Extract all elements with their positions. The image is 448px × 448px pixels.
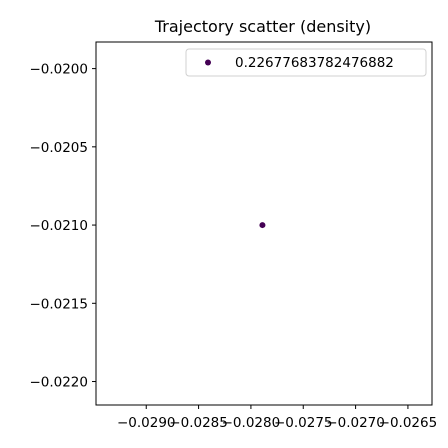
y-tick-label: −0.0205 (29, 140, 88, 156)
x-tick-label: −0.0275 (274, 415, 333, 431)
data-point (259, 222, 266, 229)
legend-marker (205, 59, 211, 66)
legend-box (185, 48, 427, 77)
y-tick-label: −0.0210 (29, 218, 88, 234)
x-tick-label: −0.0285 (169, 415, 228, 431)
x-tick-label: −0.0280 (222, 415, 281, 431)
y-tick-label: −0.0220 (29, 375, 88, 391)
x-tick-label: −0.0265 (379, 415, 438, 431)
y-tick-label: −0.0215 (29, 296, 88, 312)
x-tick-label: −0.0270 (326, 415, 385, 431)
y-tick-label: −0.0200 (29, 62, 88, 78)
x-axis: −0.0290−0.0285−0.0280−0.0275−0.0270−0.02… (117, 405, 437, 431)
data-points (259, 222, 266, 229)
legend: 0.22677683782476882 (185, 48, 427, 77)
legend-label: 0.22677683782476882 (235, 55, 394, 71)
y-axis: −0.0200 −0.0205 −0.0210 −0.0215 −0.0220 (29, 62, 96, 391)
chart-title: Trajectory scatter (density) (154, 17, 371, 36)
x-tick-label: −0.0290 (117, 415, 176, 431)
